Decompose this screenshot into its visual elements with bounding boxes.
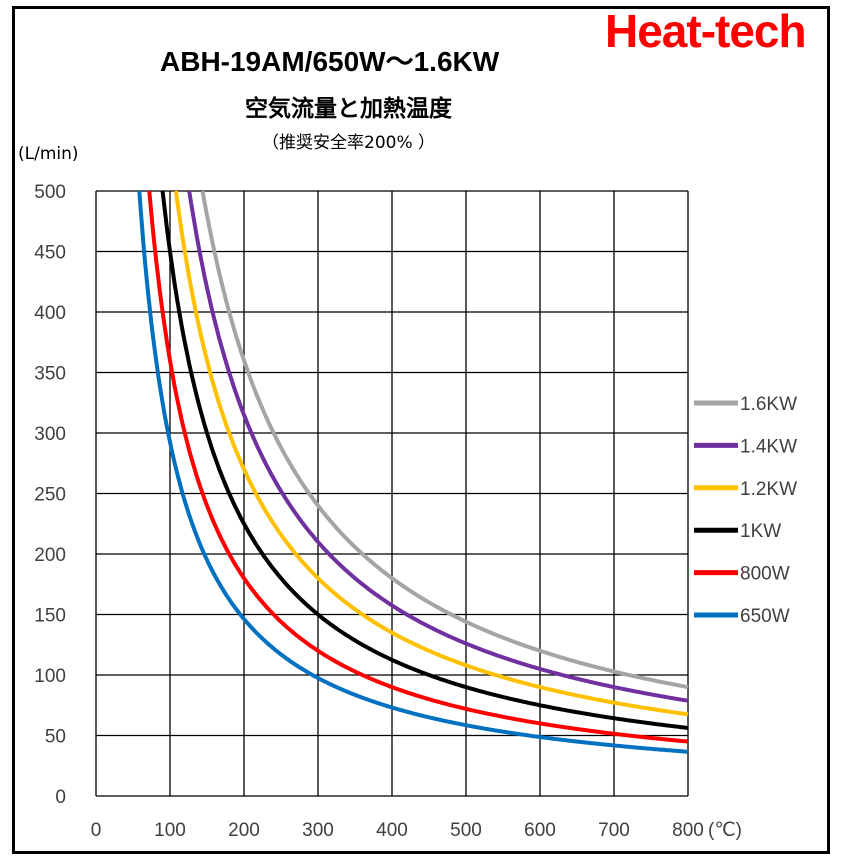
legend-label: 1.6KW — [740, 394, 797, 415]
x-tick-label: 100 — [154, 820, 186, 841]
x-tick-label: 200 — [228, 820, 260, 841]
legend-label: 800W — [740, 564, 790, 585]
series-line-1kw — [160, 190, 689, 730]
y-tick-label: 400 — [34, 303, 66, 324]
x-tick-label: 400 — [376, 820, 408, 841]
legend-label: 650W — [740, 606, 790, 627]
legend-label: 1.2KW — [740, 479, 797, 500]
x-axis-unit: (℃) — [708, 820, 742, 841]
y-tick-label: 50 — [45, 727, 66, 748]
chart-note: （推奨安全率200% ） — [262, 133, 436, 153]
brand-logo: Heat-tech — [605, 5, 807, 57]
grid — [95, 190, 689, 797]
y-tick-label: 150 — [34, 606, 66, 627]
series-line-1.6kw — [200, 190, 689, 690]
series-lines — [137, 190, 689, 754]
series-line-1.2kw — [173, 190, 689, 717]
y-axis-unit: (L/min) — [18, 144, 79, 164]
y-tick-label: 350 — [34, 364, 66, 385]
series-line-800w — [147, 190, 689, 744]
y-tick-label: 200 — [34, 545, 66, 566]
y-tick-label: 300 — [34, 424, 66, 445]
x-tick-label: 500 — [450, 820, 482, 841]
x-tick-label: 800 — [672, 820, 704, 841]
legend-label: 1.4KW — [740, 436, 797, 457]
legend-label: 1KW — [740, 521, 781, 542]
y-tick-label: 500 — [34, 182, 66, 203]
x-tick-label: 700 — [598, 820, 630, 841]
y-tick-label: 250 — [34, 485, 66, 506]
chart-subtitle: 空気流量と加熱温度 — [245, 96, 452, 122]
series-line-650w — [137, 190, 689, 754]
x-tick-label: 300 — [302, 820, 334, 841]
y-axis-ticks: 0 50 100 150 200 250 300 350 400 450 500 — [34, 182, 66, 808]
legend: 1.6KW 1.4KW 1.2KW 1KW 800W 650W — [694, 394, 797, 627]
x-axis-ticks: 0 100 200 300 400 500 600 700 800 — [91, 820, 704, 841]
y-tick-label: 450 — [34, 243, 66, 264]
chart-frame — [12, 6, 830, 854]
x-tick-label: 0 — [91, 820, 102, 841]
chart-title: ABH-19AM/650W～1.6KW — [160, 46, 500, 77]
y-tick-label: 100 — [34, 666, 66, 687]
y-tick-label: 0 — [55, 787, 66, 808]
series-line-1.4kw — [187, 190, 689, 703]
x-tick-label: 600 — [524, 820, 556, 841]
